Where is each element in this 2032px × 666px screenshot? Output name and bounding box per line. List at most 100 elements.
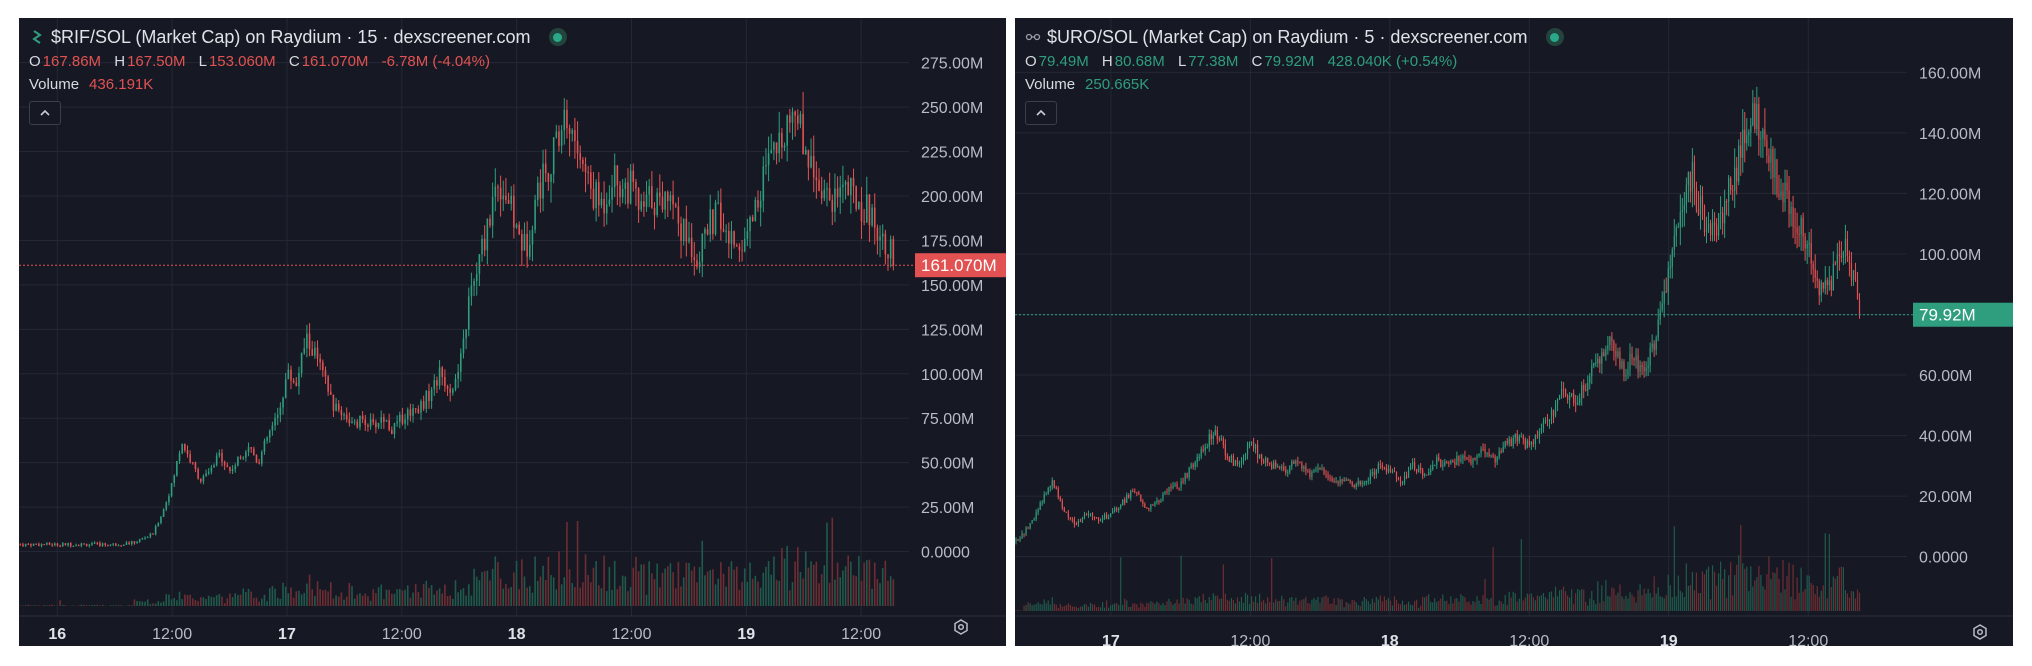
volume-bar bbox=[1804, 589, 1806, 611]
volume-bar bbox=[1162, 603, 1164, 611]
volume-bar bbox=[1699, 593, 1702, 611]
volume-bar bbox=[1728, 575, 1730, 611]
candle bbox=[189, 450, 191, 464]
volume-bar bbox=[1844, 590, 1847, 611]
volume-bar bbox=[1114, 603, 1116, 611]
candle bbox=[855, 185, 857, 212]
volume-bar bbox=[1665, 595, 1667, 611]
y-tick-label: 125.00M bbox=[921, 322, 983, 339]
volume-bar bbox=[93, 605, 96, 606]
volume-bar bbox=[1285, 606, 1287, 611]
chart-panel-rif[interactable]: 161.070M 275.00M 250.00M 225.00M 200.00M 175.… bbox=[19, 18, 1006, 646]
volume-bar bbox=[1532, 597, 1534, 611]
candle bbox=[1685, 177, 1687, 214]
candle bbox=[1512, 435, 1514, 449]
candle bbox=[263, 438, 266, 455]
volume-bar bbox=[1816, 586, 1818, 611]
volume-bar bbox=[1027, 602, 1029, 611]
rif-candlestick-chart[interactable]: 161.070M275.00M250.00M225.00M200.00M175.… bbox=[19, 18, 1006, 646]
volume-bar bbox=[1732, 595, 1734, 611]
volume-bar bbox=[364, 593, 367, 606]
volume-bar bbox=[1687, 586, 1689, 611]
candle bbox=[1258, 454, 1261, 459]
candle bbox=[117, 544, 120, 547]
volume-bar bbox=[319, 589, 321, 606]
candle bbox=[1337, 480, 1339, 487]
volume-bar bbox=[1315, 599, 1317, 611]
collapse-legend-button[interactable] bbox=[1025, 101, 1057, 125]
candle bbox=[1319, 467, 1321, 470]
volume-bar bbox=[574, 587, 576, 606]
candle bbox=[1693, 155, 1696, 206]
candle bbox=[353, 419, 356, 426]
candle bbox=[1315, 466, 1317, 473]
volume-bar bbox=[1798, 592, 1800, 611]
candle bbox=[1812, 260, 1814, 283]
volume-bars bbox=[1015, 524, 1861, 611]
volume-bar bbox=[274, 588, 276, 606]
candle bbox=[1524, 437, 1526, 450]
candle bbox=[32, 543, 35, 547]
candle bbox=[406, 407, 409, 426]
volume-bar bbox=[192, 598, 194, 606]
candle bbox=[170, 482, 173, 498]
volume-bar bbox=[1540, 595, 1543, 611]
volume-bar bbox=[1707, 566, 1710, 611]
candle bbox=[1639, 360, 1641, 378]
candle bbox=[1579, 393, 1581, 406]
candle bbox=[584, 157, 587, 193]
candle bbox=[72, 545, 75, 548]
candle bbox=[1063, 506, 1065, 513]
volume-bar bbox=[1184, 603, 1186, 611]
rif-ohlc-readout: O 167.86M H 167.50M L 153.060M C 161.070M -6… bbox=[29, 53, 490, 70]
volume-bar bbox=[1615, 595, 1617, 611]
volume-bar bbox=[1091, 604, 1094, 611]
volume-bar bbox=[1836, 575, 1838, 611]
volume-bar bbox=[544, 579, 547, 606]
candle bbox=[1116, 506, 1118, 513]
candle bbox=[659, 174, 661, 206]
volume-bar bbox=[239, 594, 242, 606]
candle bbox=[1357, 477, 1359, 487]
chart-settings-button[interactable] bbox=[1969, 621, 1991, 643]
volume-bar bbox=[1393, 596, 1396, 611]
candle bbox=[1814, 254, 1816, 289]
candle bbox=[417, 405, 420, 414]
volume-bar bbox=[1516, 601, 1518, 611]
candle bbox=[1569, 391, 1571, 409]
volume-bar bbox=[1252, 601, 1255, 611]
candle bbox=[1564, 388, 1567, 398]
volume-bar bbox=[1852, 591, 1855, 611]
volume-bar bbox=[627, 591, 629, 606]
candle bbox=[497, 184, 499, 202]
candle bbox=[733, 230, 735, 249]
rif-legend: $RIF/SOL (Market Cap) on Raydium · 15 · … bbox=[29, 24, 567, 125]
candle bbox=[255, 454, 258, 464]
volume-bar bbox=[1293, 600, 1295, 611]
candle bbox=[1832, 251, 1834, 291]
candle bbox=[1806, 240, 1808, 264]
candle bbox=[96, 541, 99, 545]
volume-bar bbox=[826, 522, 828, 606]
candle bbox=[1093, 516, 1096, 521]
candle bbox=[35, 543, 38, 545]
volume-bar bbox=[1327, 597, 1329, 611]
y-tick-label: 250.00M bbox=[921, 100, 983, 117]
volume-bar bbox=[245, 592, 247, 606]
candle bbox=[873, 193, 876, 245]
candle bbox=[401, 407, 404, 426]
candle bbox=[1494, 454, 1496, 468]
chart-settings-button[interactable] bbox=[950, 616, 972, 638]
candle bbox=[54, 542, 56, 547]
volume-bar bbox=[1240, 597, 1243, 611]
candle bbox=[1212, 431, 1214, 445]
candle bbox=[1105, 512, 1108, 520]
uro-candlestick-chart[interactable]: 79.92M160.00M140.00M120.00M100.00M60.00M… bbox=[1015, 18, 2013, 646]
candle bbox=[1790, 201, 1792, 227]
collapse-legend-button[interactable] bbox=[29, 101, 61, 125]
volume-bar bbox=[1800, 567, 1802, 611]
volume-bar bbox=[1822, 585, 1824, 611]
candle bbox=[1089, 513, 1092, 517]
candle bbox=[1760, 131, 1762, 158]
chart-panel-uro[interactable]: 79.92M 160.00M 140.00M 120.00M 100.00M 60.00M… bbox=[1015, 18, 2013, 646]
